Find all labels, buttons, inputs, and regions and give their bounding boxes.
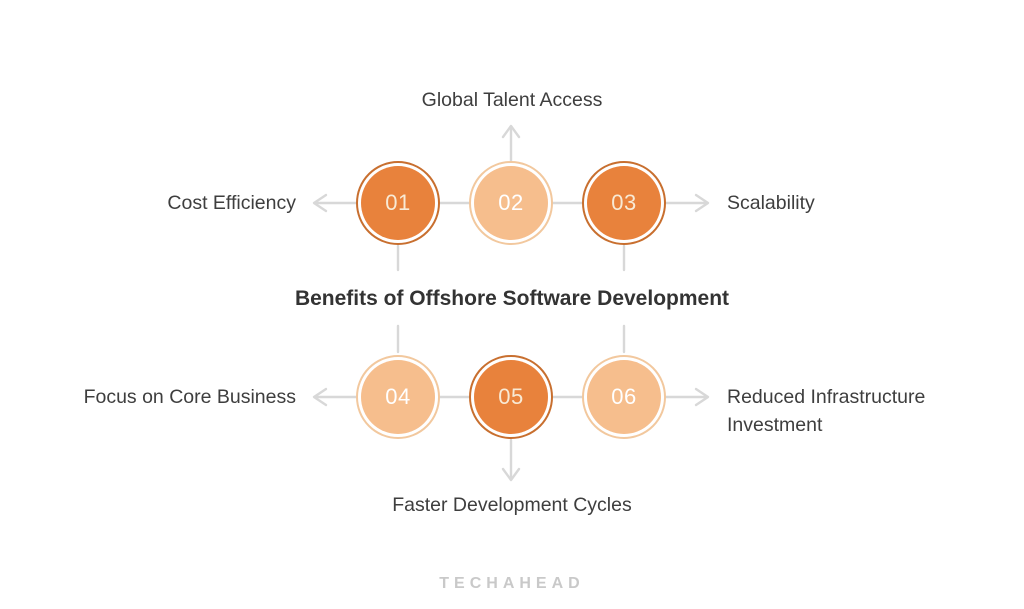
label-global-talent-access: Global Talent Access [421,89,603,111]
label-scalability: Scalability [727,192,815,214]
label-focus-on-core-business: Focus on Core Business [83,386,296,408]
node-01-circle: 01 [361,166,435,240]
node-05-circle: 05 [474,360,548,434]
node-02-circle: 02 [474,166,548,240]
arrow-right-bottom-icon [694,387,710,407]
label-faster-development-cycles: Faster Development Cycles [392,494,632,516]
node-03: 03 [582,161,666,245]
node-03-number: 03 [611,190,637,215]
label-reduced-infrastructure-investment: Reduced Infrastructure Investment [727,386,926,436]
node-01: 01 [356,161,440,245]
label-cost-efficiency: Cost Efficiency [167,192,296,214]
techahead-logo: TECHAHEAD [439,575,585,592]
node-06: 06 [582,355,666,439]
arrow-left-top-icon [312,193,328,213]
node-06-number: 06 [611,384,637,409]
node-06-circle: 06 [587,360,661,434]
node-03-circle: 03 [587,166,661,240]
arrow-up-icon [501,124,521,139]
page-title: Benefits of Offshore Software Developmen… [294,287,730,310]
node-01-number: 01 [385,190,411,215]
node-04-circle: 04 [361,360,435,434]
arrow-right-top-icon [694,193,710,213]
node-04-number: 04 [385,384,411,409]
node-02-number: 02 [498,190,524,215]
node-04: 04 [356,355,440,439]
arrow-down-icon [501,467,521,482]
node-05-number: 05 [498,384,524,409]
node-02: 02 [469,161,553,245]
node-05: 05 [469,355,553,439]
arrow-left-bottom-icon [312,387,328,407]
